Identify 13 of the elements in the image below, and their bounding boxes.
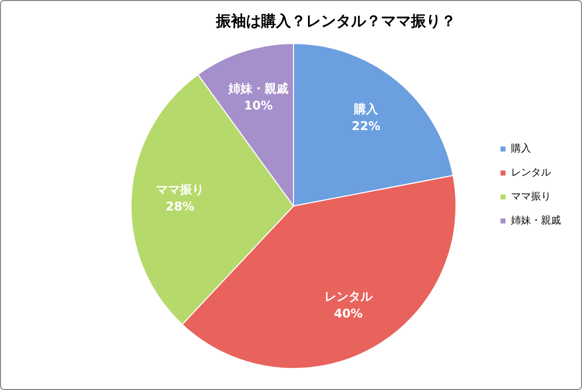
- slice-label: 購入: [353, 102, 380, 116]
- data-label: 10%: [244, 98, 273, 112]
- legend-label: ママ振り: [511, 190, 551, 203]
- slice-label: レンタル: [324, 289, 374, 304]
- legend-label: 姉妹・親戚: [511, 214, 561, 227]
- data-label: 40%: [334, 306, 363, 320]
- data-label: 28%: [166, 199, 194, 214]
- legend-label: レンタル: [511, 168, 551, 179]
- slice-label: 姉妹・親戚: [227, 81, 288, 96]
- chart-title: 振袖は購入？レンタル？ママ振り？: [215, 12, 456, 30]
- legend-label: 購入: [511, 142, 531, 155]
- data-label: 22%: [352, 118, 380, 133]
- slice-label: ママ振り: [156, 182, 204, 196]
